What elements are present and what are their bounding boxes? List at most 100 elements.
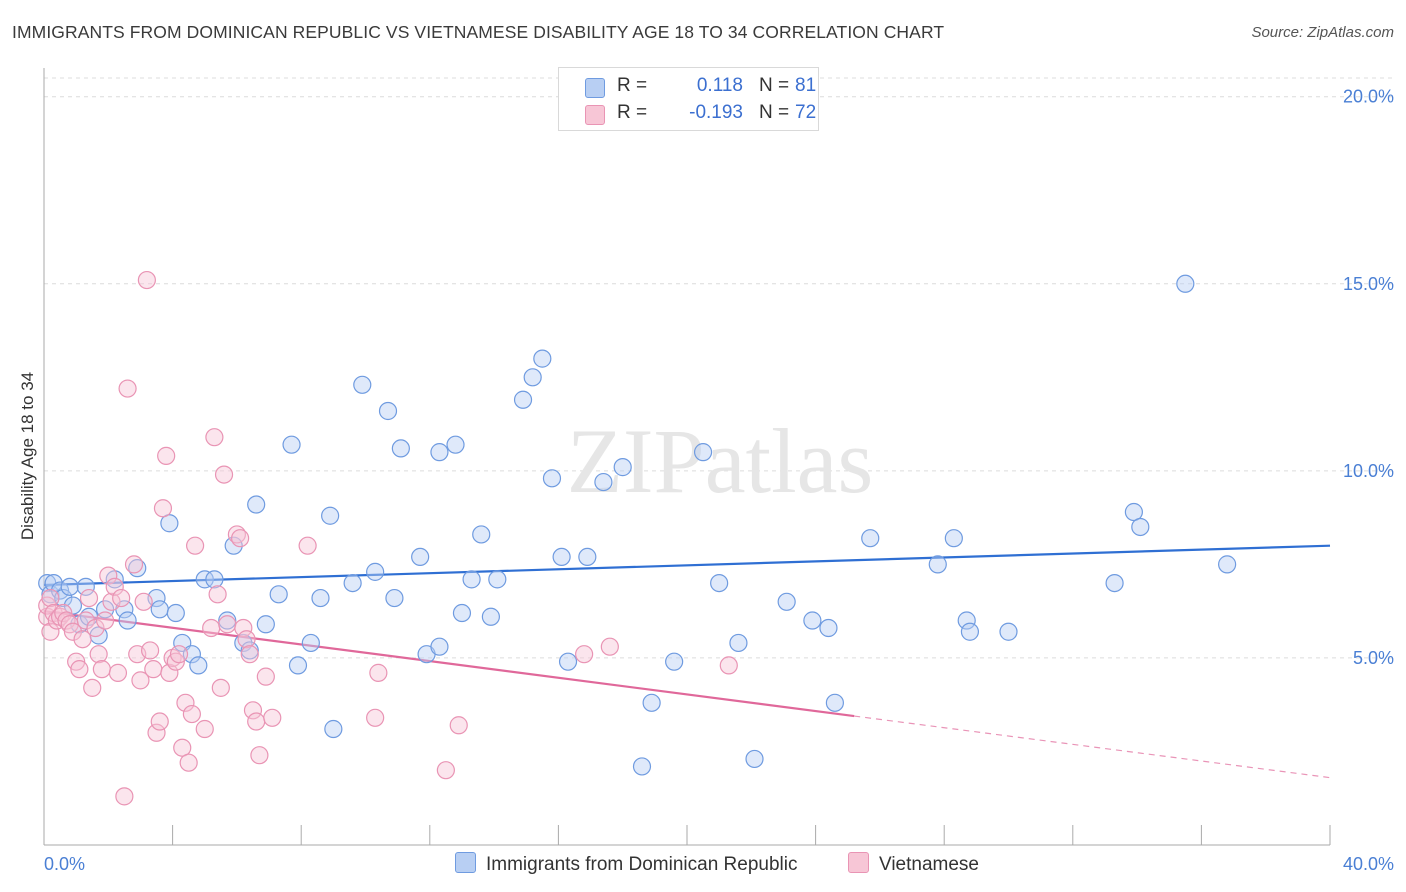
correlation-legend: R = 0.118 N = 81 R = -0.193 N = 72 [558, 67, 819, 131]
data-point-dominican [819, 618, 838, 638]
data-point-dominican [710, 573, 729, 593]
series-swatch-vietnamese [848, 852, 869, 873]
data-point-vietnamese [208, 585, 227, 604]
data-point-dominican [488, 570, 507, 589]
data-point-dominican [224, 536, 243, 555]
data-point-vietnamese [89, 645, 108, 664]
data-point-vietnamese [102, 592, 121, 611]
y-tick-label: 10.0% [1343, 461, 1394, 481]
data-point-vietnamese [173, 738, 192, 757]
data-point-vietnamese [250, 746, 269, 765]
trend-line-solid [43, 610, 855, 718]
data-point-vietnamese [112, 588, 131, 608]
data-point-vietnamese [247, 712, 266, 731]
data-point-dominican [1124, 502, 1143, 522]
data-point-dominican [118, 611, 137, 630]
data-point-vietnamese [157, 446, 176, 465]
data-point-dominican [256, 615, 275, 634]
data-point-vietnamese [99, 566, 118, 585]
data-point-vietnamese [176, 693, 195, 712]
data-point-vietnamese [449, 716, 468, 735]
data-point-dominican [311, 588, 330, 608]
data-point-vietnamese [160, 663, 179, 682]
data-point-vietnamese [92, 660, 111, 679]
data-point-vietnamese [115, 787, 134, 806]
data-point-vietnamese [263, 708, 282, 727]
data-point-vietnamese [169, 645, 189, 664]
data-point-dominican [957, 611, 976, 630]
data-point-vietnamese [144, 660, 163, 679]
data-point-dominican [301, 633, 320, 653]
series-name-dominican: Immigrants from Dominican Republic [486, 854, 798, 875]
axes [43, 68, 1331, 846]
data-point-dominican [321, 506, 340, 525]
data-point-dominican [944, 529, 963, 548]
data-point-dominican [542, 469, 562, 488]
y-axis-label: Disability Age 18 to 34 [18, 372, 37, 540]
data-point-vietnamese [234, 618, 253, 638]
data-point-dominican [166, 603, 185, 623]
data-point-vietnamese [231, 529, 250, 548]
data-point-vietnamese [366, 708, 385, 727]
data-point-vietnamese [86, 618, 105, 638]
data-point-vietnamese [237, 630, 256, 649]
data-point-vietnamese [147, 723, 166, 742]
data-point-dominican [462, 570, 481, 589]
data-point-dominican [1131, 517, 1150, 537]
data-point-dominican [928, 555, 947, 574]
legend-swatch-vietnamese [585, 105, 605, 125]
data-point-dominican [247, 495, 266, 514]
trend-line-dashed [854, 715, 1331, 779]
data-point-vietnamese [436, 761, 455, 780]
legend-n-label: N = [759, 75, 790, 96]
legend-r-label: R = [617, 75, 648, 96]
legend-n-label: N = [759, 102, 790, 123]
data-point-vietnamese [137, 270, 156, 290]
data-point-dominican [366, 562, 385, 581]
data-point-vietnamese [41, 588, 60, 608]
data-point-vietnamese [105, 577, 124, 596]
chart-title: IMMIGRANTS FROM DOMINICAN REPUBLIC VS VI… [12, 22, 945, 42]
data-point-dominican [642, 693, 661, 712]
legend-r-value: -0.193 [689, 102, 743, 123]
data-point-dominican [960, 622, 980, 641]
data-point-dominican [269, 585, 288, 604]
series-name-vietnamese: Vietnamese [879, 854, 979, 875]
data-point-vietnamese [256, 667, 275, 686]
y-tick-label: 20.0% [1343, 87, 1394, 107]
data-point-dominican [1176, 274, 1195, 293]
data-point-dominican [150, 600, 169, 619]
legend-r-label: R = [617, 102, 648, 123]
data-point-vietnamese [41, 622, 60, 641]
data-point-vietnamese [63, 622, 83, 641]
data-point-vietnamese [153, 499, 173, 518]
series-legend-dominican: Immigrants from Dominican Republic [455, 852, 798, 876]
data-point-vietnamese [298, 536, 317, 555]
data-point-vietnamese [243, 701, 263, 720]
data-point-vietnamese [214, 465, 234, 484]
data-point-vietnamese [218, 615, 237, 634]
data-point-vietnamese [76, 611, 95, 630]
data-point-vietnamese [73, 630, 92, 649]
data-point-dominican [430, 637, 449, 656]
data-point-vietnamese [79, 588, 99, 608]
data-point-vietnamese [369, 663, 388, 682]
data-point-dominican [693, 443, 713, 462]
data-point-vietnamese [83, 678, 102, 697]
trend-lines [43, 544, 1331, 779]
data-point-dominican [452, 603, 472, 623]
y-tick-label: 5.0% [1353, 648, 1394, 668]
data-point-dominican [999, 622, 1018, 641]
data-point-dominican [665, 652, 684, 671]
data-point-dominican [745, 749, 764, 769]
data-point-dominican [182, 645, 201, 664]
data-point-dominican [385, 588, 404, 608]
legend-swatch-dominican [585, 78, 605, 98]
data-point-vietnamese [600, 637, 619, 656]
watermark: ZIPatlas [567, 410, 874, 512]
series-swatch-dominican [455, 852, 476, 873]
data-point-dominican [160, 514, 179, 533]
grid-lines [44, 77, 1394, 659]
data-points [38, 270, 1237, 806]
data-point-dominican [1105, 573, 1124, 593]
